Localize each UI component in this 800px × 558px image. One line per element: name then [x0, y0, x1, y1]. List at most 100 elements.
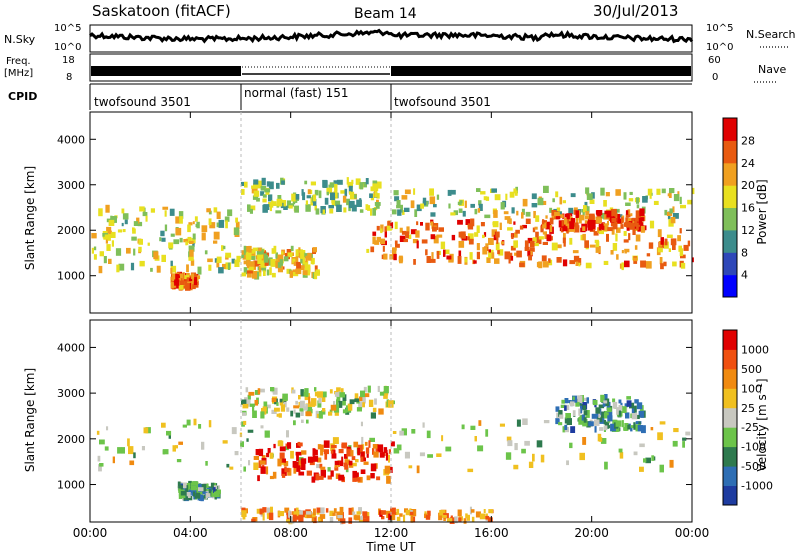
power-echo-cell — [402, 210, 405, 215]
velocity-echo-cell — [669, 459, 674, 468]
x-tick-label: 00:00 — [675, 526, 710, 540]
velocity-echo-cell — [593, 419, 600, 426]
power-echo-cell — [187, 278, 193, 282]
velocity-echo-cell — [248, 391, 255, 396]
velocity-echo-cell — [372, 448, 375, 455]
power-echo-cell — [556, 207, 561, 215]
power-echo-cell — [516, 210, 519, 216]
power-echo-cell — [98, 265, 103, 274]
velocity-echo-cell — [516, 419, 521, 427]
power-echo-cell — [222, 263, 226, 270]
velocity-echo-cell — [143, 427, 149, 434]
power-echo-cell — [381, 254, 385, 260]
power-echo-cell — [223, 245, 226, 250]
power-echo-cell — [104, 234, 109, 240]
velocity-echo-cell — [281, 468, 287, 476]
power-echo-cell — [315, 208, 320, 215]
power-echo-cell — [277, 265, 283, 273]
power-echo-cell — [474, 232, 479, 237]
power-echo-cell — [493, 210, 498, 218]
velocity-echo-cell — [321, 410, 326, 415]
power-echo-cell — [563, 217, 568, 225]
power-echo-cell — [310, 181, 316, 186]
velocity-echo-cell — [266, 452, 270, 458]
power-echo-cell — [585, 187, 590, 194]
power-echo-cell — [293, 194, 300, 200]
power-echo-cell — [467, 236, 470, 241]
velocity-echo-cell — [306, 470, 312, 476]
power-echo-cell — [420, 222, 423, 226]
power-echo-cell — [408, 234, 412, 239]
velocity-echo-cell — [305, 403, 311, 410]
power-echo-cell — [263, 270, 266, 276]
velocity-echo-cell — [242, 412, 246, 416]
power-echo-cell — [554, 211, 560, 217]
velocity-echo-cell — [178, 488, 181, 493]
power-echo-cell — [307, 252, 312, 261]
velocity-echo-cell — [582, 437, 587, 445]
power-echo-cell — [677, 235, 681, 242]
velocity-echo-cell — [348, 507, 353, 515]
velocity-colorbar-tick-label: -500 — [741, 460, 766, 473]
power-echo-cell — [561, 219, 564, 227]
velocity-echo-cell — [316, 507, 321, 513]
power-echo-cell — [486, 257, 491, 263]
power-echo-cell — [288, 205, 293, 209]
power-echo-cell — [616, 227, 621, 233]
velocity-echo-cell — [643, 458, 647, 463]
power-colorbar-swatch — [723, 118, 737, 141]
velocity-echo-cell — [470, 425, 476, 430]
power-echo-cell — [221, 245, 224, 251]
power-echo-cell — [413, 188, 416, 195]
power-echo-cell — [416, 240, 419, 249]
power-echo-cell — [179, 237, 183, 243]
velocity-echo-cell — [334, 460, 340, 466]
power-echo-cell — [491, 188, 497, 193]
velocity-echo-cell — [252, 405, 255, 412]
velocity-echo-cell — [208, 420, 212, 428]
velocity-echo-cell — [369, 437, 375, 442]
velocity-echo-cell — [278, 461, 282, 465]
power-echo-cell — [534, 226, 538, 230]
velocity-colorbar-tick-label: 100 — [741, 382, 762, 395]
power-echo-cell — [615, 189, 621, 196]
power-echo-cell — [284, 253, 290, 260]
velocity-echo-cell — [375, 446, 379, 452]
velocity-echo-cell — [327, 475, 332, 480]
velocity-echo-cell — [317, 391, 323, 398]
power-echo-cell — [333, 180, 338, 184]
power-echo-cell — [570, 193, 576, 198]
power-echo-cell — [563, 243, 566, 247]
velocity-echo-cell — [300, 408, 304, 416]
velocity-colorbar: 1000 500 100 25 -25 -100 -500 -1000 — [722, 329, 773, 506]
power-echo-cell — [657, 247, 663, 253]
velocity-echo-cell — [327, 467, 331, 472]
velocity-echo-cell — [299, 408, 304, 412]
freq-tick-top: 18 — [62, 55, 75, 66]
power-echo-cell — [380, 224, 384, 232]
velocity-colorbar-tick-label: -100 — [741, 441, 766, 454]
power-echo-cell — [191, 238, 196, 244]
power-echo-cell — [344, 188, 348, 197]
velocity-echo-cell — [507, 440, 513, 447]
power-echo-cell — [340, 190, 346, 194]
velocity-echo-cell — [360, 421, 363, 427]
velocity-echo-cell — [288, 510, 291, 519]
power-echo-cell — [351, 204, 357, 212]
power-echo-cell — [298, 247, 301, 251]
velocity-echo-cell — [379, 391, 385, 396]
power-echo-cell — [497, 250, 500, 255]
power-echo-cell — [625, 217, 629, 225]
power-echo-cell — [672, 261, 677, 267]
velocity-echo-cell — [637, 425, 643, 432]
power-echo-cell — [616, 254, 619, 260]
power-echo-cell — [549, 217, 554, 225]
power-echo-cell — [628, 233, 631, 241]
velocity-echo-cell — [104, 446, 109, 451]
velocity-echo-cell — [376, 476, 381, 481]
velocity-echo-cell — [600, 438, 607, 444]
velocity-echo-cell — [286, 519, 291, 523]
power-y-tick-label: 3000 — [57, 179, 85, 192]
velocity-echo-cell — [251, 518, 256, 523]
velocity-echo-cell — [252, 410, 257, 418]
